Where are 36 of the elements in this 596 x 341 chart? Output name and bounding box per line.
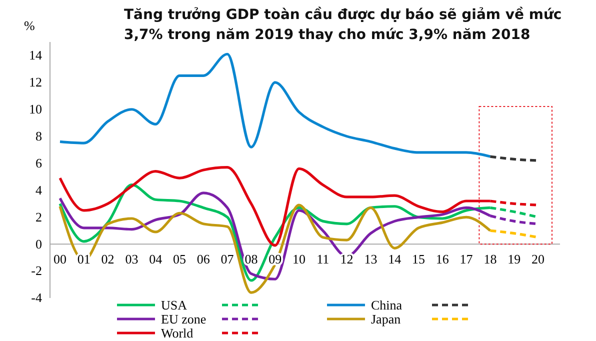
x-tick-label: 19 <box>508 251 521 266</box>
y-tick-label: -4 <box>31 290 42 306</box>
x-tick-label: 16 <box>436 251 450 266</box>
x-tick-label: 14 <box>388 251 402 266</box>
x-tick-label: 05 <box>173 251 186 266</box>
x-tick-label: 08 <box>244 251 258 266</box>
y-tick-label: 14 <box>29 48 42 63</box>
y-tick-label: 12 <box>29 74 42 90</box>
x-tick-label: 13 <box>364 251 378 266</box>
y-tick-label: 4 <box>36 182 42 198</box>
x-tick-label: 03 <box>125 251 138 266</box>
legend-label: EU zone <box>161 312 206 326</box>
y-tick-label: 8 <box>36 128 42 144</box>
x-tick-label: 02 <box>101 251 114 266</box>
legend-label: World <box>161 326 194 340</box>
y-axis-title: % <box>24 18 35 33</box>
x-tick-label: 11 <box>316 251 330 266</box>
x-tick-label: 18 <box>484 251 497 266</box>
x-tick-label: 00 <box>54 251 66 266</box>
y-tick-label: 10 <box>29 102 42 117</box>
line-series <box>58 52 492 158</box>
legend-label: Japan <box>371 312 402 326</box>
x-tick-label: 17 <box>460 251 474 266</box>
x-tick-label: 04 <box>149 251 163 266</box>
y-tick-label: -2 <box>31 263 42 278</box>
legend-label: USA <box>161 298 188 312</box>
x-tick-label: 20 <box>532 251 544 266</box>
legend-label: China <box>371 298 402 312</box>
x-tick-label: 15 <box>412 251 425 266</box>
chart-title: Tăng trưởng GDP toàn cầu được dự báo sẽ giảm về mức 3,7% trong năm 2019 thay cho mức 3,9% năm 2018 <box>124 6 562 43</box>
y-tick-label: 6 <box>36 155 42 170</box>
y-tick-label: 2 <box>36 209 42 224</box>
y-tick-label: 0 <box>36 236 42 252</box>
x-tick-label: 07 <box>220 251 234 266</box>
x-tick-label: 10 <box>292 251 306 266</box>
x-tick-label: 06 <box>196 251 210 266</box>
